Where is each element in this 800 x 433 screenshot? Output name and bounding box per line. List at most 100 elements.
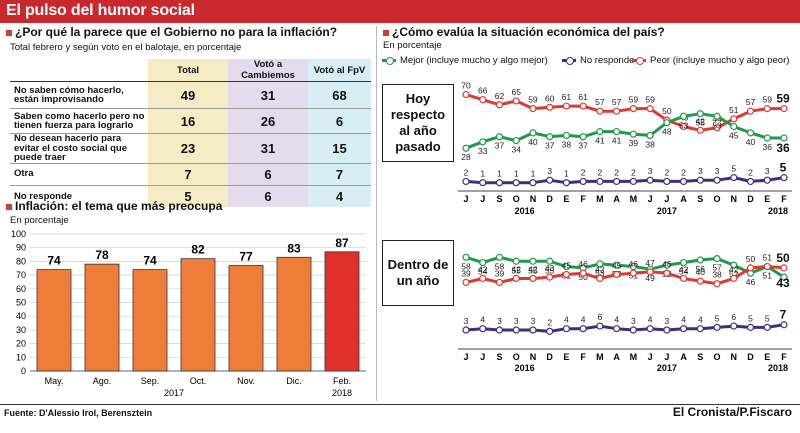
y-tick-label: 0 [21, 366, 26, 376]
row-label: No responde [14, 190, 73, 202]
data-label: 37 [545, 141, 555, 151]
data-point [696, 176, 704, 184]
data-label: 54 [478, 267, 488, 277]
row-label: Saben como hacerlo pero no tienen fuerza… [10, 108, 148, 134]
column-header-cambiemos: Votó a Cambiemos [228, 59, 308, 82]
data-label: 59 [645, 95, 655, 105]
data-point [562, 325, 571, 333]
data-label: 3 [464, 316, 469, 326]
data-point [696, 256, 704, 264]
bar [180, 258, 216, 372]
data-label: 66 [478, 86, 488, 96]
x-tick-label: F [580, 352, 586, 362]
x-tick-label: E [764, 352, 770, 362]
legend-swatch-peor [632, 56, 646, 65]
data-label: 42 [528, 264, 538, 274]
data-label: 87 [335, 236, 349, 250]
data-label: 41 [612, 136, 622, 146]
data-point [679, 122, 688, 131]
data-label: 2 [464, 167, 469, 177]
bar-chart-ylabel: En porcentaje [10, 215, 69, 226]
x-tick-label: Dic. [286, 376, 302, 386]
data-label: 59 [629, 95, 639, 105]
data-label: 46 [662, 259, 672, 269]
cell-total: 5 [148, 185, 228, 207]
x-tick-label: D [747, 352, 754, 362]
line-chart-title: ¿Cómo evalúa la situación económica del … [392, 25, 665, 39]
data-point [780, 105, 788, 113]
table-row: Saben como hacerlo pero no tienen fuerza… [10, 108, 371, 134]
x-tick-label: A [613, 352, 620, 362]
x-tick-label: A [680, 352, 687, 362]
data-label: 42 [511, 264, 521, 274]
data-point [629, 269, 637, 277]
data-label: 28 [461, 152, 471, 162]
cell-fpv: 68 [308, 81, 371, 109]
y-tick-label: 10 [16, 352, 26, 362]
data-point [596, 260, 604, 268]
data-label: 70 [461, 81, 471, 91]
data-label: 6 [598, 312, 603, 322]
data-label: 1 [497, 169, 502, 179]
data-point [495, 253, 504, 261]
y-tick-label: 20 [16, 339, 26, 349]
data-label: 45 [562, 260, 572, 270]
cell-fpv: 4 [308, 185, 371, 207]
data-label: 74 [143, 254, 157, 268]
data-point [512, 257, 520, 265]
data-point [462, 253, 470, 261]
data-label: 45 [612, 260, 622, 270]
data-point [746, 323, 755, 331]
data-point [763, 262, 771, 271]
data-label: 42 [679, 264, 689, 274]
data-point [596, 274, 604, 283]
data-label: 43 [545, 263, 555, 273]
cell-cambiemos: 31 [228, 133, 308, 164]
data-label: 77 [239, 250, 253, 264]
data-point [546, 273, 554, 281]
data-label: 55 [696, 118, 706, 128]
data-point [579, 269, 587, 277]
x-tick-label: O [513, 194, 520, 204]
data-point [579, 102, 587, 110]
data-point [529, 326, 537, 334]
data-label-last: 36 [776, 141, 790, 155]
data-label: 46 [578, 259, 588, 269]
data-label: 2 [664, 167, 669, 177]
data-label: 47 [645, 258, 655, 268]
legend-label: No responde [580, 55, 635, 66]
legend-item-mejor: Mejor (incluye mucho y algo mejor) [382, 55, 548, 66]
year-label: 2017 [657, 206, 677, 216]
x-tick-label: F [781, 352, 787, 362]
data-label: 38 [562, 139, 572, 149]
data-point [512, 179, 520, 187]
data-label: 42 [595, 264, 605, 274]
data-point [646, 176, 654, 184]
legend-item-nr: No responde [562, 55, 634, 66]
x-tick-label: D [747, 194, 754, 204]
data-point [495, 133, 504, 141]
x-tick-label: Sep. [141, 376, 160, 386]
data-point [462, 90, 470, 99]
legend-label: Mejor (incluye mucho y algo mejor) [400, 55, 548, 66]
row-label: Otra [10, 163, 148, 186]
y-tick-label: 40 [16, 311, 26, 321]
data-label: 3 [497, 316, 502, 326]
panel-label-hoy: Hoy respecto al año pasado [382, 84, 454, 162]
x-tick-label: J [664, 352, 669, 362]
data-point [629, 326, 637, 334]
data-point [780, 321, 788, 329]
data-label: 4 [480, 315, 485, 325]
data-label: 39 [629, 138, 639, 148]
data-label: 42 [478, 264, 488, 274]
data-label: 36 [763, 142, 773, 152]
data-label: 42 [696, 116, 706, 126]
data-point [629, 130, 637, 138]
data-point [462, 144, 470, 152]
data-point [512, 326, 520, 334]
x-tick-label: M [596, 352, 604, 362]
footer-divider [0, 404, 800, 405]
data-point [562, 131, 571, 140]
data-point [713, 280, 721, 288]
data-label: 4 [614, 315, 619, 325]
